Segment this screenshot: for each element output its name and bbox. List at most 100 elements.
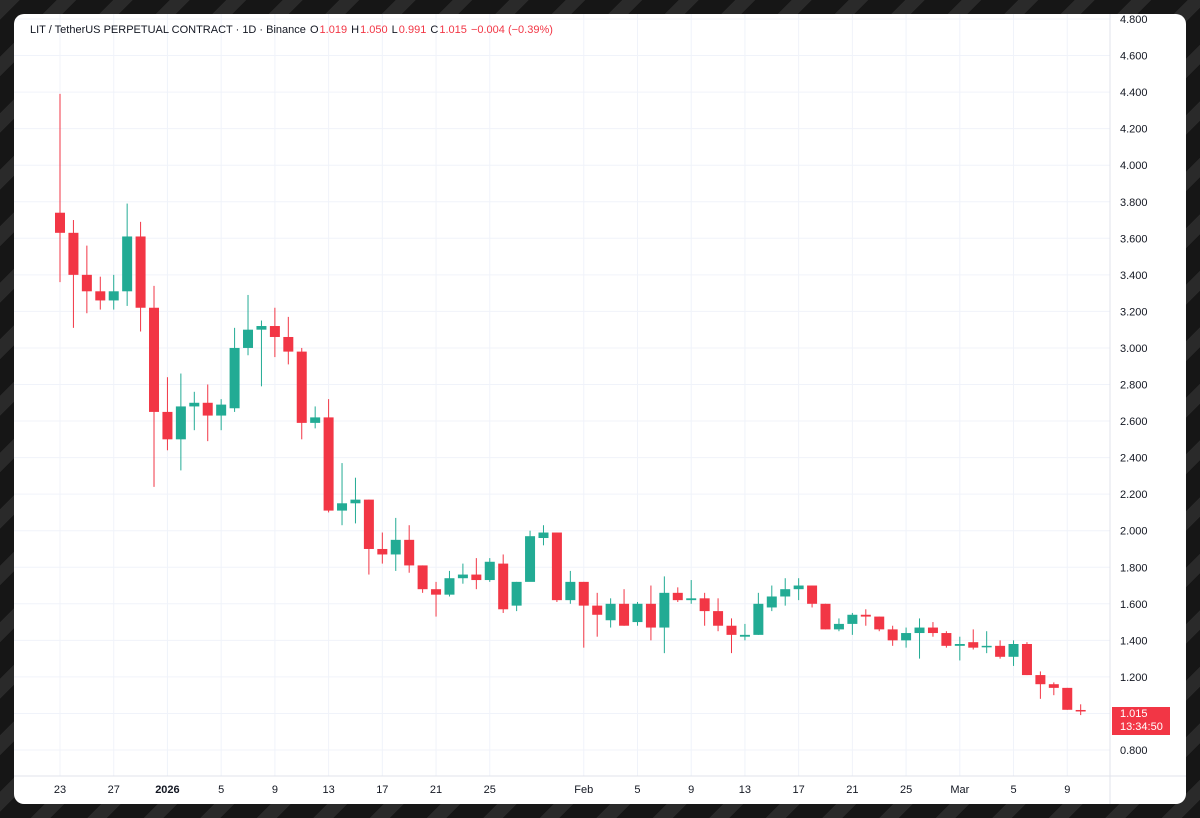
candle[interactable] — [68, 220, 79, 328]
candle[interactable] — [81, 245, 92, 314]
y-tick-label: 3.800 — [1120, 197, 1148, 209]
candle[interactable] — [162, 377, 173, 451]
candle[interactable] — [565, 570, 576, 604]
candle[interactable] — [672, 587, 683, 602]
candle[interactable] — [149, 285, 160, 487]
candle[interactable] — [229, 327, 240, 412]
candle[interactable] — [122, 203, 133, 306]
candle[interactable] — [699, 592, 710, 626]
candle-body — [243, 329, 254, 348]
candle[interactable] — [1048, 682, 1059, 696]
candle[interactable] — [605, 598, 616, 628]
candle[interactable] — [659, 576, 670, 654]
candle[interactable] — [256, 320, 267, 387]
candle[interactable] — [995, 640, 1006, 659]
candle[interactable] — [202, 384, 213, 442]
y-tick-label: 3.400 — [1120, 270, 1148, 282]
candle[interactable] — [1008, 640, 1019, 666]
candle[interactable] — [390, 517, 401, 571]
y-tick-label: 1.800 — [1120, 562, 1148, 574]
candle[interactable] — [820, 603, 831, 630]
candle[interactable] — [914, 618, 925, 659]
candle[interactable] — [216, 399, 227, 431]
candle[interactable] — [498, 554, 509, 613]
symbol-title[interactable]: LIT / TetherUS PERPETUAL CONTRACT · 1D ·… — [30, 24, 306, 36]
candle[interactable] — [901, 627, 912, 648]
candle[interactable] — [739, 623, 750, 641]
candle[interactable] — [981, 631, 992, 654]
candle[interactable] — [323, 399, 334, 513]
candle[interactable] — [713, 598, 724, 632]
candle[interactable] — [619, 589, 630, 626]
candle[interactable] — [1021, 642, 1032, 676]
candle[interactable] — [887, 625, 898, 646]
candlestick-chart[interactable]: 0.8001.0001.2001.4001.6001.8002.0002.200… — [14, 14, 1186, 804]
candle-body — [310, 417, 321, 423]
candle[interactable] — [1062, 687, 1073, 710]
candle[interactable] — [847, 612, 858, 635]
candle[interactable] — [189, 391, 200, 431]
candle[interactable] — [1035, 671, 1046, 699]
candle[interactable] — [310, 406, 321, 429]
candle-body — [780, 589, 791, 597]
candle[interactable] — [807, 585, 818, 608]
candle[interactable] — [457, 563, 468, 584]
candle[interactable] — [538, 525, 549, 546]
candle[interactable] — [404, 525, 415, 573]
candle[interactable] — [766, 585, 777, 612]
candle[interactable] — [417, 565, 428, 593]
candle[interactable] — [833, 618, 844, 632]
candle[interactable] — [337, 463, 348, 526]
candle[interactable] — [780, 578, 791, 606]
candle[interactable] — [1075, 704, 1086, 716]
candle[interactable] — [525, 530, 536, 582]
candle[interactable] — [135, 221, 146, 332]
candle[interactable] — [350, 477, 361, 524]
candle-body — [283, 336, 294, 352]
price-axis[interactable]: 0.8001.0001.2001.4001.6001.8002.0002.200… — [1120, 14, 1148, 757]
candle[interactable] — [431, 581, 442, 617]
candle[interactable] — [592, 592, 603, 637]
candle[interactable] — [927, 622, 938, 637]
candle-body — [189, 402, 200, 407]
candle[interactable] — [874, 616, 885, 632]
candle[interactable] — [578, 581, 589, 648]
candle[interactable] — [726, 618, 737, 654]
time-axis[interactable]: 23 27 2026 5 9 13 17 21 25 Feb 5 9 13 17 21 25 Mar 5 9 — [54, 784, 1070, 796]
candle[interactable] — [968, 629, 979, 650]
candle[interactable] — [645, 585, 656, 641]
candle[interactable] — [484, 558, 495, 582]
y-tick-label: 3.200 — [1120, 306, 1148, 318]
close-value: 1.015 — [439, 24, 467, 36]
candle[interactable] — [55, 93, 65, 283]
candle[interactable] — [243, 294, 254, 356]
candle[interactable] — [632, 601, 643, 626]
candle[interactable] — [444, 570, 455, 597]
candle[interactable] — [296, 347, 307, 440]
candle-body — [565, 581, 576, 601]
candle-body — [390, 539, 401, 555]
candle[interactable] — [551, 532, 562, 602]
x-tick-label: 27 — [108, 784, 120, 796]
candle-body — [122, 236, 133, 292]
candle[interactable] — [511, 581, 522, 612]
candle[interactable] — [377, 532, 388, 564]
candle[interactable] — [686, 580, 697, 604]
candle[interactable] — [471, 558, 482, 590]
candle[interactable] — [363, 499, 374, 575]
candle[interactable] — [108, 274, 119, 310]
candle[interactable] — [860, 609, 871, 626]
y-tick-label: 4.000 — [1120, 160, 1148, 172]
candle-body — [699, 598, 710, 612]
candle[interactable] — [95, 276, 106, 310]
candle[interactable] — [793, 578, 804, 601]
candle[interactable] — [753, 592, 764, 635]
candle[interactable] — [954, 636, 965, 661]
x-tick-label: Mar — [950, 784, 969, 796]
candle[interactable] — [269, 307, 280, 358]
candle[interactable] — [175, 373, 186, 471]
candle-body — [659, 592, 670, 628]
candle[interactable] — [283, 316, 294, 365]
candle[interactable] — [941, 631, 952, 648]
candle-body — [954, 644, 965, 646]
